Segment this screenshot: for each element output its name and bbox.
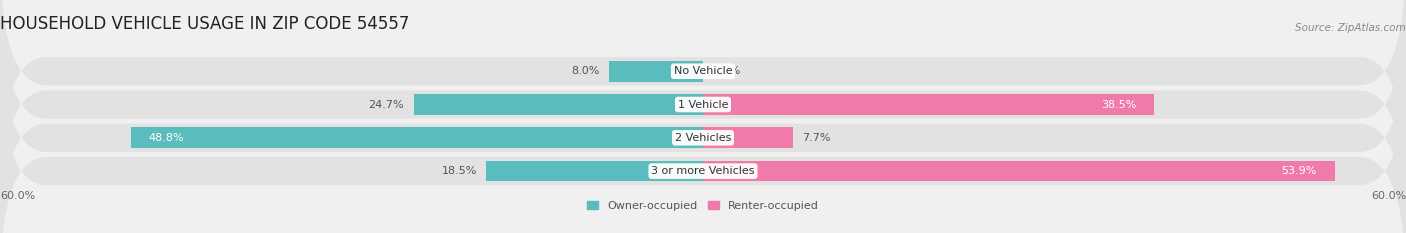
- Text: 3 or more Vehicles: 3 or more Vehicles: [651, 166, 755, 176]
- FancyBboxPatch shape: [0, 52, 1406, 233]
- Text: 60.0%: 60.0%: [1371, 191, 1406, 201]
- Text: 1 Vehicle: 1 Vehicle: [678, 99, 728, 110]
- Text: 48.8%: 48.8%: [149, 133, 184, 143]
- Text: HOUSEHOLD VEHICLE USAGE IN ZIP CODE 54557: HOUSEHOLD VEHICLE USAGE IN ZIP CODE 5455…: [0, 15, 409, 33]
- Text: 53.9%: 53.9%: [1282, 166, 1317, 176]
- Bar: [703, 127, 793, 148]
- Bar: [703, 94, 1154, 115]
- Text: 7.7%: 7.7%: [803, 133, 831, 143]
- Text: Source: ZipAtlas.com: Source: ZipAtlas.com: [1295, 23, 1406, 33]
- Text: 2 Vehicles: 2 Vehicles: [675, 133, 731, 143]
- Text: No Vehicle: No Vehicle: [673, 66, 733, 76]
- Text: 38.5%: 38.5%: [1101, 99, 1136, 110]
- FancyBboxPatch shape: [0, 19, 1406, 233]
- Text: 60.0%: 60.0%: [0, 191, 35, 201]
- Bar: [413, 94, 703, 115]
- Bar: [609, 61, 703, 82]
- Text: 24.7%: 24.7%: [368, 99, 405, 110]
- FancyBboxPatch shape: [0, 0, 1406, 223]
- Bar: [703, 161, 1334, 182]
- Text: 18.5%: 18.5%: [441, 166, 477, 176]
- FancyBboxPatch shape: [0, 0, 1406, 190]
- Bar: [131, 127, 703, 148]
- Text: 0.0%: 0.0%: [713, 66, 741, 76]
- Bar: [486, 161, 703, 182]
- Legend: Owner-occupied, Renter-occupied: Owner-occupied, Renter-occupied: [586, 201, 820, 211]
- Text: 8.0%: 8.0%: [571, 66, 600, 76]
